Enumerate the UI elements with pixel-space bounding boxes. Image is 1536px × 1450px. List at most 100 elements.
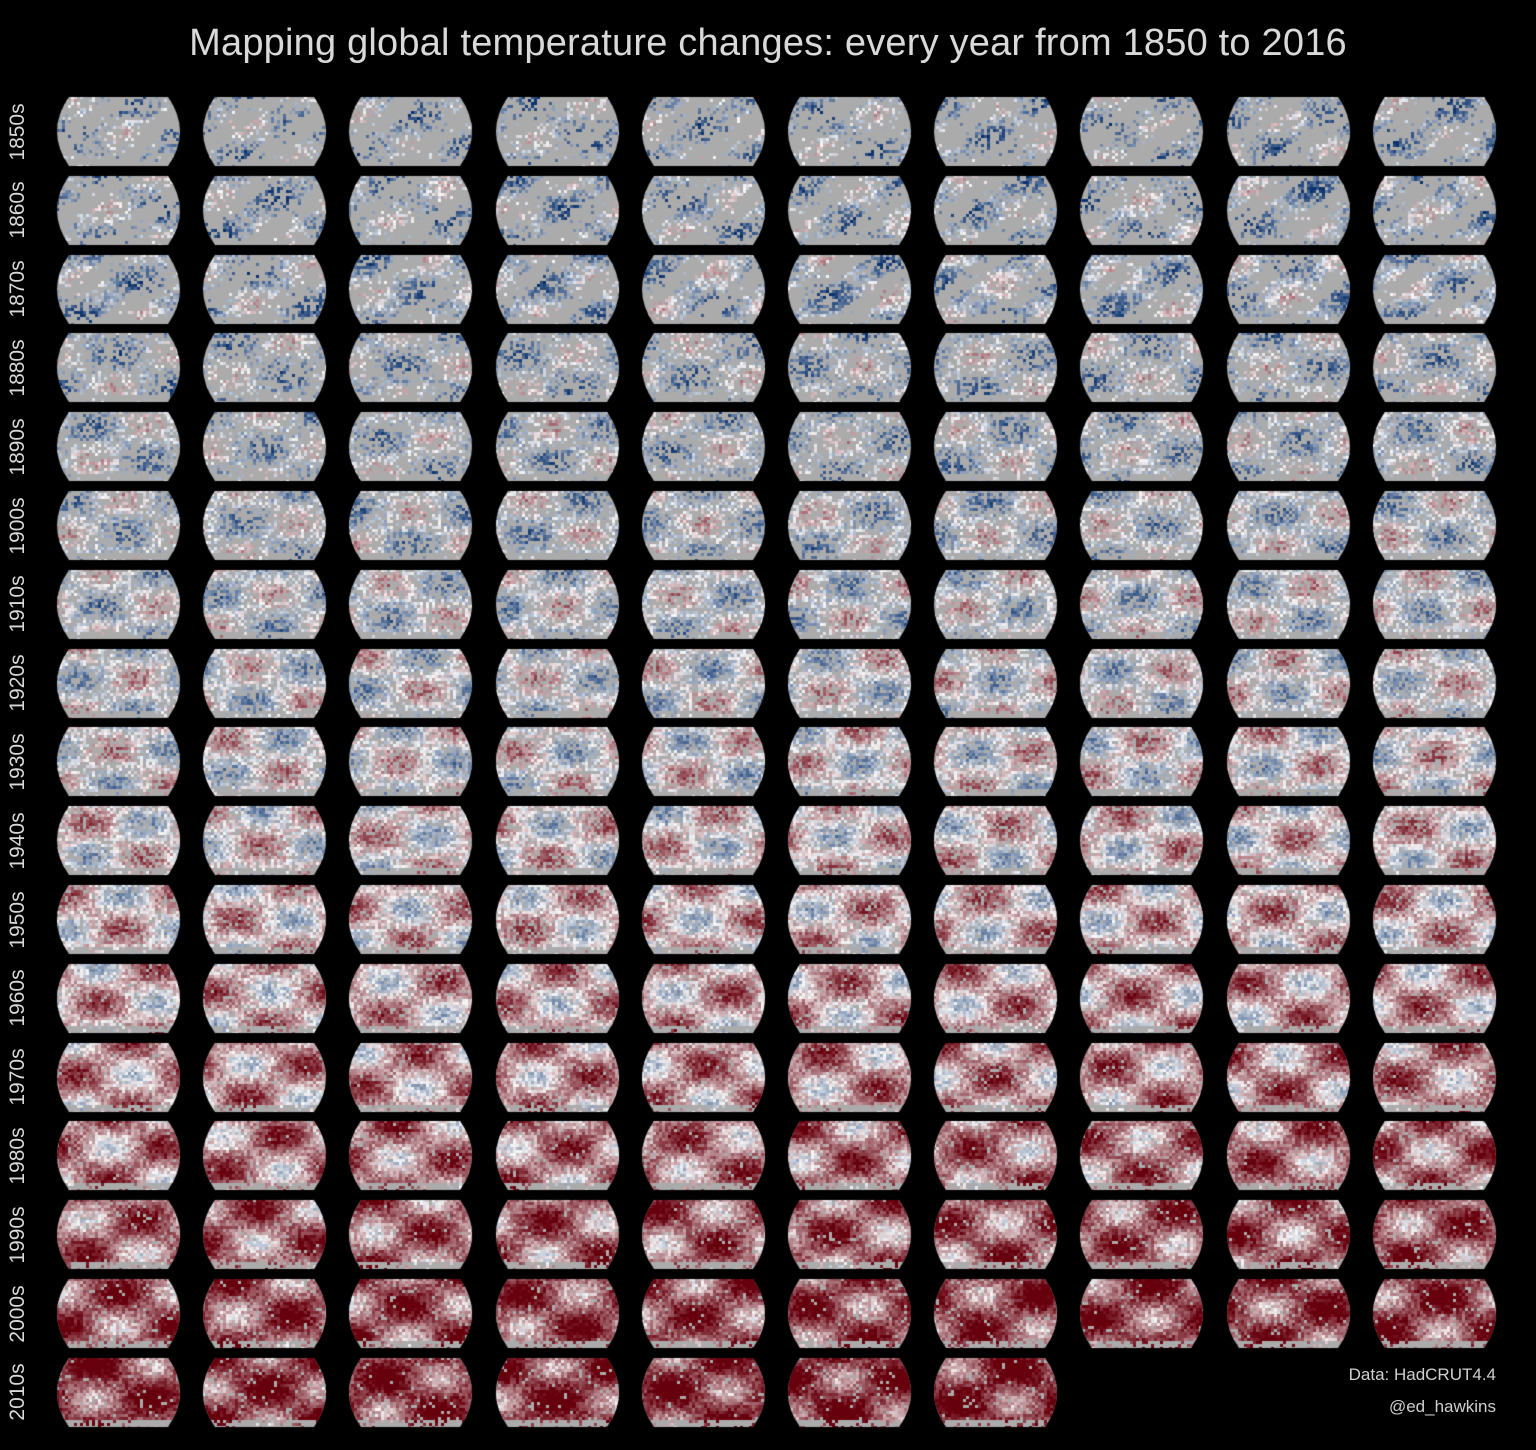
map-1964 [631, 962, 775, 1034]
map-1853 [485, 96, 629, 167]
map-1928 [1216, 647, 1360, 719]
map-1961 [193, 962, 337, 1034]
map-1886 [924, 332, 1068, 404]
map-2016 [924, 1356, 1068, 1428]
map-1975 [778, 1041, 921, 1113]
map-1850 [47, 96, 190, 167]
map-1892 [339, 411, 483, 483]
map-1854 [631, 96, 775, 167]
map-2006 [924, 1278, 1068, 1349]
map-1977 [1070, 1041, 1214, 1113]
map-1898 [1216, 411, 1360, 483]
map-1967 [1070, 962, 1214, 1034]
map-1959 [1362, 884, 1506, 955]
map-1878 [1216, 253, 1360, 325]
map-1890 [47, 411, 190, 483]
row-label-2000s: 2000s [6, 1284, 29, 1343]
map-1926 [924, 647, 1068, 719]
map-1933 [485, 726, 629, 798]
map-2004 [631, 1278, 775, 1349]
map-1955 [778, 884, 921, 955]
row-label-1930s: 1930s [6, 733, 29, 791]
map-1930 [47, 726, 190, 798]
map-2005 [778, 1278, 921, 1349]
map-2013 [485, 1356, 629, 1428]
map-1897 [1070, 411, 1214, 483]
map-1884 [631, 332, 775, 404]
row-label-1880s: 1880s [6, 339, 29, 397]
map-1987 [1070, 1120, 1214, 1192]
map-1911 [193, 568, 337, 640]
map-1985 [778, 1120, 921, 1192]
map-1939 [1362, 726, 1506, 798]
map-1974 [631, 1041, 775, 1113]
map-1944 [631, 805, 775, 877]
map-1909 [1362, 490, 1506, 561]
map-1962 [339, 962, 483, 1034]
map-1983 [485, 1120, 629, 1192]
map-1918 [1216, 568, 1360, 640]
map-1946 [924, 805, 1068, 877]
map-1971 [193, 1041, 337, 1113]
map-1960 [47, 962, 190, 1034]
map-1857 [1070, 96, 1214, 167]
map-1936 [924, 726, 1068, 798]
map-1995 [778, 1199, 921, 1271]
map-2011 [193, 1356, 337, 1428]
chart-title: Mapping global temperature changes: ever… [189, 22, 1347, 64]
map-1858 [1216, 96, 1360, 167]
map-1980 [47, 1120, 190, 1192]
map-1952 [339, 884, 483, 955]
map-1862 [339, 174, 483, 246]
map-1867 [1070, 174, 1214, 246]
map-1863 [485, 174, 629, 246]
row-label-1860s: 1860s [6, 181, 29, 239]
row-label-1960s: 1960s [6, 969, 29, 1027]
row-label-1940s: 1940s [6, 812, 29, 870]
map-1940 [47, 805, 190, 877]
map-2000 [47, 1278, 190, 1349]
row-label-1920s: 1920s [6, 654, 29, 712]
map-1917 [1070, 568, 1214, 640]
map-2009 [1362, 1278, 1506, 1349]
map-1941 [193, 805, 337, 877]
row-label-1950s: 1950s [6, 890, 29, 949]
map-1915 [778, 568, 921, 640]
map-1988 [1216, 1120, 1360, 1192]
map-1896 [924, 411, 1068, 483]
map-1986 [924, 1120, 1068, 1192]
map-1949 [1362, 805, 1506, 877]
map-1921 [193, 647, 337, 719]
map-1927 [1070, 647, 1214, 719]
map-1935 [778, 726, 921, 798]
map-1966 [924, 962, 1068, 1034]
map-1990 [47, 1199, 190, 1271]
map-1932 [339, 726, 483, 798]
map-1920 [47, 647, 190, 719]
map-1965 [778, 962, 921, 1034]
map-1856 [924, 96, 1068, 167]
author-credit: @ed_hawkins [1388, 1397, 1496, 1416]
map-1895 [778, 411, 921, 483]
map-1883 [485, 332, 629, 404]
map-1996 [924, 1199, 1068, 1271]
map-1937 [1070, 726, 1214, 798]
data-source-credit: Data: HadCRUT4.4 [1348, 1365, 1496, 1384]
map-1880 [47, 332, 190, 404]
map-1997 [1070, 1199, 1214, 1271]
map-2014 [631, 1356, 775, 1428]
map-1951 [193, 884, 337, 955]
map-1861 [193, 174, 337, 246]
map-1891 [193, 411, 337, 483]
row-label-1850s: 1850s [6, 102, 29, 161]
map-1989 [1362, 1120, 1506, 1192]
map-1938 [1216, 726, 1360, 798]
map-1982 [339, 1120, 483, 1192]
map-1910 [47, 568, 190, 640]
row-label-1990s: 1990s [6, 1206, 29, 1264]
map-1972 [339, 1041, 483, 1113]
map-1903 [485, 490, 629, 561]
map-1993 [485, 1199, 629, 1271]
map-1922 [339, 647, 483, 719]
map-1902 [339, 490, 483, 561]
